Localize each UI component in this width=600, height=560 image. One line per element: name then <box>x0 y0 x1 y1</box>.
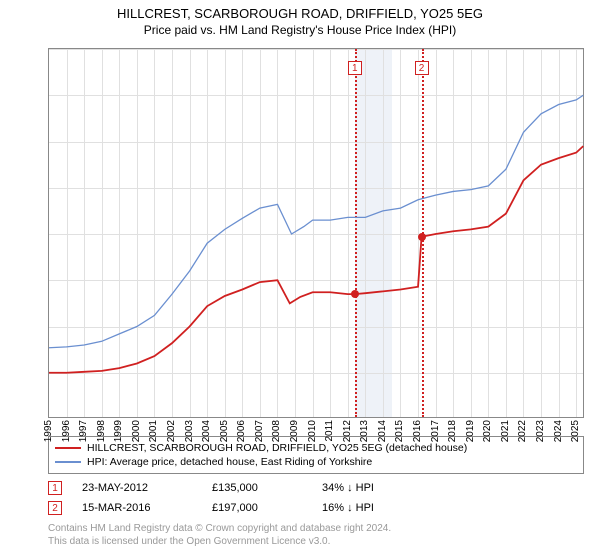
footer-line: Contains HM Land Registry data © Crown c… <box>48 522 584 535</box>
x-axis-label: 2015 <box>394 420 405 442</box>
property-line <box>49 146 583 373</box>
x-axis-label: 2020 <box>482 420 493 442</box>
x-axis-label: 2003 <box>184 420 195 442</box>
transaction-date: 23-MAY-2012 <box>82 482 192 494</box>
transaction-price: £135,000 <box>212 482 302 494</box>
transaction-price: £197,000 <box>212 502 302 514</box>
transaction-row: 2 15-MAR-2016 £197,000 16% ↓ HPI <box>48 498 584 518</box>
x-axis-label: 2002 <box>166 420 177 442</box>
x-axis-label: 2004 <box>201 420 212 442</box>
legend-swatch <box>55 461 81 462</box>
x-axis-label: 2017 <box>430 420 441 442</box>
x-axis-label: 1997 <box>78 420 89 442</box>
footer-line: This data is licensed under the Open Gov… <box>48 535 584 548</box>
x-axis-label: 2005 <box>219 420 230 442</box>
x-axis-label: 2011 <box>324 420 335 442</box>
x-axis-label: 1995 <box>43 420 54 442</box>
x-axis-label: 2022 <box>517 420 528 442</box>
transaction-marker: 1 <box>48 481 62 495</box>
x-axis-label: 2016 <box>412 420 423 442</box>
legend-row: HPI: Average price, detached house, East… <box>55 455 577 469</box>
transaction-hpi-delta: 34% ↓ HPI <box>322 482 462 494</box>
transaction-row: 1 23-MAY-2012 £135,000 34% ↓ HPI <box>48 478 584 498</box>
chart-subtitle: Price paid vs. HM Land Registry's House … <box>0 21 600 37</box>
x-axis-label: 2024 <box>553 420 564 442</box>
attribution-footer: Contains HM Land Registry data © Crown c… <box>48 522 584 548</box>
x-axis-label: 2018 <box>447 420 458 442</box>
x-axis-label: 1996 <box>61 420 72 442</box>
x-axis-label: 2014 <box>377 420 388 442</box>
x-axis-label: 2021 <box>500 420 511 442</box>
legend-row: HILLCREST, SCARBOROUGH ROAD, DRIFFIELD, … <box>55 441 577 455</box>
x-axis-label: 2012 <box>342 420 353 442</box>
chart-plot-area: 12 <box>48 48 584 418</box>
x-axis-label: 1999 <box>113 420 124 442</box>
chart-lines <box>49 49 583 417</box>
x-axis-label: 2009 <box>289 420 300 442</box>
legend-swatch <box>55 447 81 449</box>
legend-label: HILLCREST, SCARBOROUGH ROAD, DRIFFIELD, … <box>87 442 467 454</box>
x-axis-label: 2019 <box>465 420 476 442</box>
x-axis-label: 2001 <box>148 420 159 442</box>
transactions-table: 1 23-MAY-2012 £135,000 34% ↓ HPI 2 15-MAR-201… <box>48 478 584 518</box>
x-axis-label: 2025 <box>570 420 581 442</box>
x-axis-label: 2006 <box>236 420 247 442</box>
x-axis-label: 2010 <box>307 420 318 442</box>
x-axis-label: 2008 <box>271 420 282 442</box>
transaction-date: 15-MAR-2016 <box>82 502 192 514</box>
x-axis-label: 2023 <box>535 420 546 442</box>
x-axis-label: 1998 <box>96 420 107 442</box>
x-axis-label: 2013 <box>359 420 370 442</box>
chart-title: HILLCREST, SCARBOROUGH ROAD, DRIFFIELD, … <box>0 0 600 21</box>
hpi-line <box>49 95 583 348</box>
transaction-hpi-delta: 16% ↓ HPI <box>322 502 462 514</box>
x-axis-label: 2000 <box>131 420 142 442</box>
transaction-marker: 2 <box>48 501 62 515</box>
x-axis-label: 2007 <box>254 420 265 442</box>
legend-label: HPI: Average price, detached house, East… <box>87 456 372 468</box>
